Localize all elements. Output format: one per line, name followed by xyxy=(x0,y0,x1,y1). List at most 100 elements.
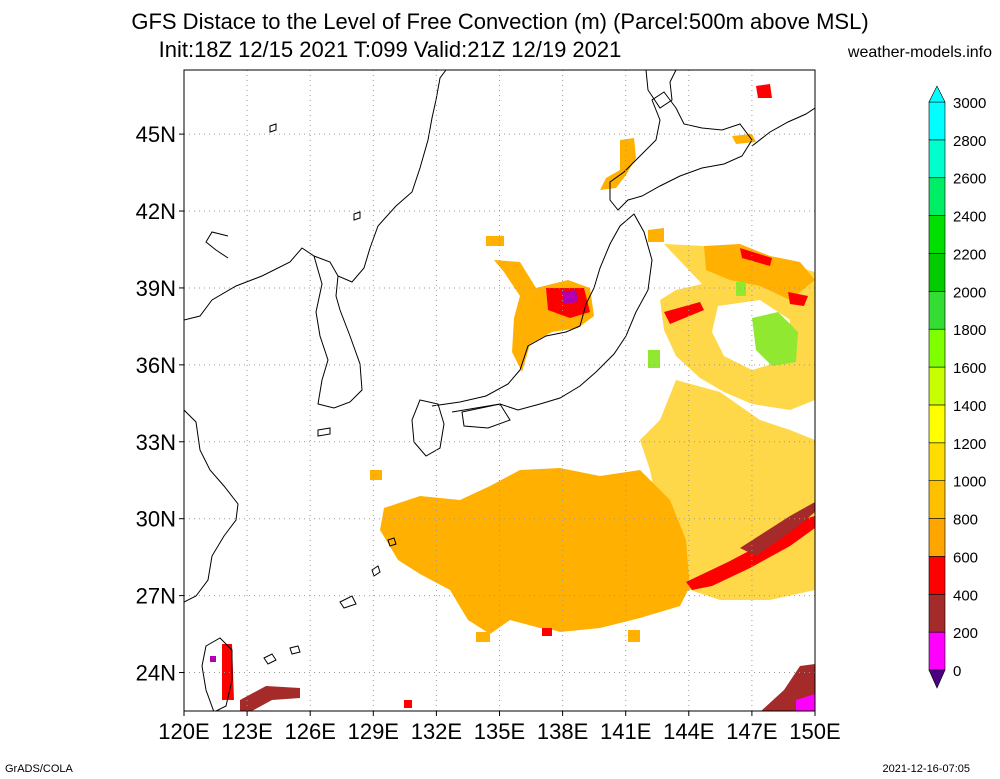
field-patch-taiwan-purple xyxy=(210,656,216,662)
lat-tick-label: 33N xyxy=(136,430,176,455)
lon-tick-labels: 120E 123E 126E 129E 132E 135E 138E 141E 144E 147E… xyxy=(158,711,841,744)
lat-tick-label: 27N xyxy=(136,584,176,609)
coast-islands-1 xyxy=(317,427,331,437)
colorbar-segment xyxy=(928,366,946,406)
colorbar-segment xyxy=(928,593,946,633)
lon-tick-label: 135E xyxy=(474,719,525,744)
colorbar-label: 1400 xyxy=(953,398,986,415)
colorbar-segment xyxy=(928,291,946,330)
coast-korea-inner xyxy=(205,231,229,259)
lat-tick-label: 39N xyxy=(136,276,176,301)
coast-shikoku xyxy=(461,403,511,429)
lon-tick-label: 141E xyxy=(600,719,651,744)
footer-timestamp: 2021-12-16-07:05 xyxy=(882,763,970,775)
colorbar-label: 200 xyxy=(953,625,978,642)
colorbar-label: 3000 xyxy=(953,95,986,112)
coast-hokkaido xyxy=(609,91,753,211)
colorbar-segment xyxy=(928,480,946,519)
field-patch-honshu xyxy=(494,260,594,372)
coast-islands-8 xyxy=(353,211,361,221)
field-patch-north-small xyxy=(648,228,664,242)
field-patch-kuril-red xyxy=(756,84,772,98)
colorbar-segment xyxy=(928,101,946,141)
field-patch-south-lower xyxy=(540,580,690,632)
coast-islands-6 xyxy=(387,537,397,547)
lat-tick-label: 30N xyxy=(136,507,176,532)
colorbar-segment xyxy=(928,177,946,216)
colorbar-label: 1800 xyxy=(953,322,986,339)
lat-tick-labels: 24N 27N 30N 33N 36N 39N 42N 45N xyxy=(136,122,184,686)
colorbar-label: 2400 xyxy=(953,209,986,226)
field-patch-south-brown xyxy=(240,686,300,711)
colorbar-label: 2600 xyxy=(953,171,986,188)
field-patch-sea-small xyxy=(486,236,504,246)
colorbar-label: 1200 xyxy=(953,436,986,453)
field-patch-south-red-small xyxy=(404,700,412,708)
colorbar-top-arrow xyxy=(928,85,946,103)
colorbar-segment xyxy=(928,556,946,595)
lat-tick-label: 45N xyxy=(136,122,176,147)
field-patch-se-magenta xyxy=(796,694,815,711)
field-patch-pacific-east-inner xyxy=(704,244,815,300)
colorbar-label: 0 xyxy=(953,663,961,680)
colorbar-label: 600 xyxy=(953,549,978,566)
colorbar-label: 1600 xyxy=(953,360,986,377)
colorbar-segment xyxy=(928,253,946,292)
lon-tick-label: 147E xyxy=(726,719,777,744)
colorbar-label: 800 xyxy=(953,512,978,529)
colorbar-label: 2000 xyxy=(953,284,986,301)
colorbar-segment xyxy=(928,631,946,671)
field-patch-small-3 xyxy=(476,632,490,642)
field-patch-green-2 xyxy=(736,282,746,296)
coast-islands-7 xyxy=(269,123,277,133)
lon-tick-label: 132E xyxy=(411,719,462,744)
field-patch-pacific-east-red3 xyxy=(788,292,808,306)
coast-asia-south xyxy=(184,409,239,603)
coast-sakhalin xyxy=(645,70,677,109)
footer-left: GrADS/COLA xyxy=(5,763,73,775)
coastlines xyxy=(184,70,815,711)
colorbar-bottom-arrow xyxy=(928,669,946,689)
colorbar-segment xyxy=(928,442,946,481)
colorbar-label: 1000 xyxy=(953,474,986,491)
coast-islands-3 xyxy=(263,653,277,665)
lon-tick-label: 138E xyxy=(537,719,588,744)
coast-kamchatka xyxy=(751,107,815,147)
lat-tick-label: 36N xyxy=(136,353,176,378)
colorbar-segment xyxy=(928,215,946,254)
colorbar-label: 400 xyxy=(953,587,978,604)
coast-asia-mainland xyxy=(184,70,447,321)
site-label: weather-models.info xyxy=(847,44,992,61)
field-patch-pacific-east-red2 xyxy=(740,248,772,266)
lon-tick-label: 150E xyxy=(789,719,840,744)
coast-islands-4 xyxy=(289,645,301,655)
coast-honshu xyxy=(431,213,653,413)
coast-korea xyxy=(313,255,363,409)
colorbar-label: 2200 xyxy=(953,246,986,263)
colorbar-segment xyxy=(928,518,946,557)
field-patch-red-streak2 xyxy=(740,502,815,556)
chart-title: GFS Distace to the Level of Free Convect… xyxy=(131,9,869,34)
coast-islands-2 xyxy=(339,595,357,609)
grid-lines xyxy=(184,70,815,711)
lon-tick-label: 129E xyxy=(348,719,399,744)
lon-tick-label: 120E xyxy=(158,719,209,744)
field-patch-red-dot xyxy=(542,628,552,636)
lon-tick-label: 123E xyxy=(221,719,272,744)
field-patch-small-2 xyxy=(628,630,640,642)
lon-tick-label: 126E xyxy=(285,719,336,744)
colorbar-segment xyxy=(928,139,946,179)
coast-islands-5 xyxy=(371,565,381,577)
colorbar: 0 200 400 600 800 1000 1200 1400 1600 1800 2000 220… xyxy=(928,85,986,689)
field-patch-pacific-east-red xyxy=(664,302,704,324)
field-patch-green xyxy=(752,312,798,366)
lon-tick-label: 144E xyxy=(663,719,714,744)
colorbar-segment xyxy=(928,404,946,444)
field-patch-green-small xyxy=(648,350,660,368)
lat-tick-label: 24N xyxy=(136,661,176,686)
chart-subtitle: Init:18Z 12/15 2021 T:099 Valid:21Z 12/1… xyxy=(158,37,622,62)
coast-kyushu xyxy=(411,399,445,457)
convection-field xyxy=(210,84,815,711)
field-patch-small-1 xyxy=(370,470,382,480)
